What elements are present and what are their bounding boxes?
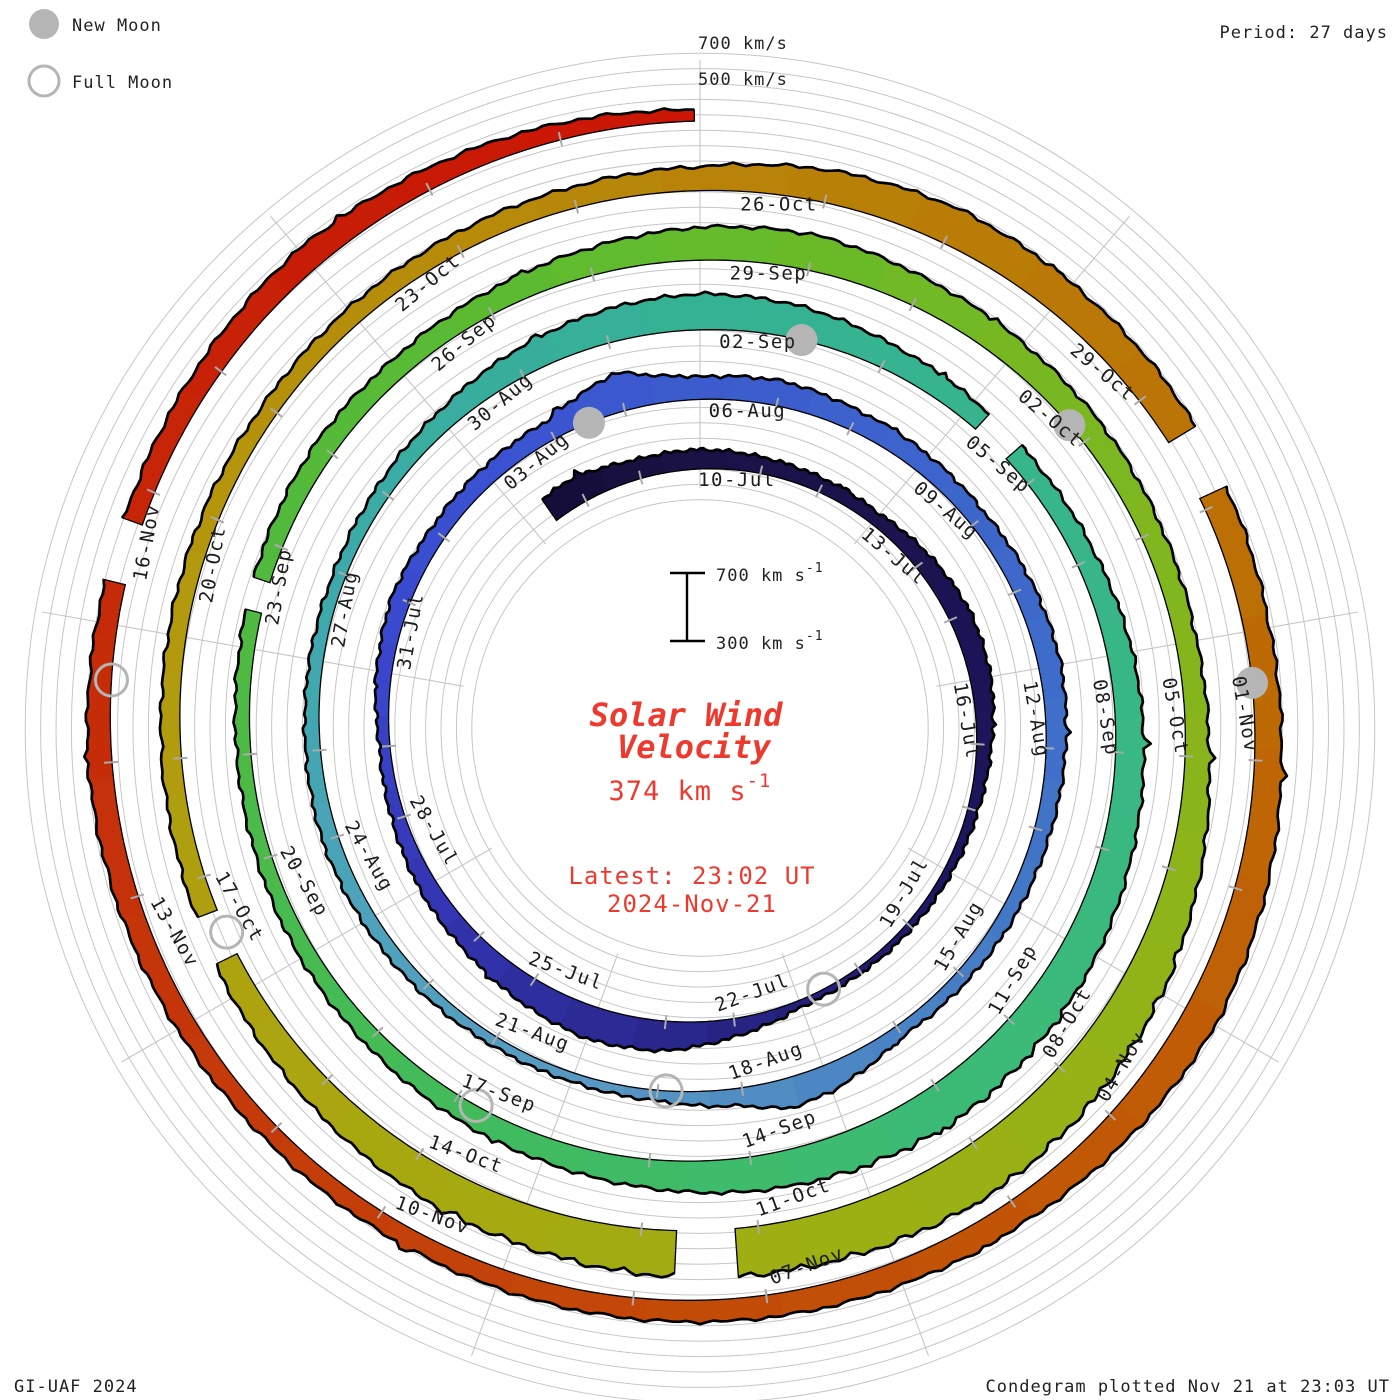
scale-bar-bottom-label: 300 km s-1: [716, 629, 824, 654]
date-label: 10-Jul: [698, 469, 776, 491]
center-annotation: Solar Wind Velocity 374 km s-1 Latest: 2…: [568, 696, 815, 918]
full-moon-icon: [27, 64, 61, 98]
new-moon-marker: [572, 406, 605, 439]
plotted-timestamp: Condegram plotted Nov 21 at 23:03 UT: [986, 1377, 1390, 1397]
moon-markers: [93, 324, 1269, 1124]
full-moon-label: Full Moon: [72, 73, 173, 93]
scale-bar-bottom-value: 300 km s: [716, 634, 806, 654]
full-moon-marker: [93, 662, 129, 698]
latest-date: 2024-Nov-21: [607, 890, 777, 918]
title-line2: Velocity: [617, 728, 772, 766]
latest-time: Latest: 23:02 UT: [568, 862, 815, 890]
date-label: 29-Sep: [730, 262, 808, 284]
current-value-number: 374 km s: [609, 776, 747, 807]
period-label: Period: 27 days: [1219, 23, 1388, 43]
full-moon-marker: [209, 914, 245, 950]
current-value-exp: -1: [747, 770, 772, 792]
new-moon-marker: [785, 324, 818, 357]
scale-bar-top-label: 700 km s-1: [716, 561, 824, 586]
spiral-bands: [82, 107, 1289, 1326]
day-ticks: [103, 131, 1263, 1306]
current-value: 374 km s-1: [609, 770, 772, 807]
ring-label-500: 500 km/s: [698, 70, 788, 90]
moon-legend: New Moon Full Moon: [27, 9, 173, 98]
date-label: 17-Oct: [210, 868, 268, 946]
scale-bar-top-exp: -1: [806, 561, 824, 576]
date-label: 26-Oct: [740, 194, 818, 216]
new-moon-icon: [29, 9, 59, 39]
date-label: 06-Aug: [709, 400, 787, 422]
full-moon-marker: [806, 971, 842, 1007]
scale-bar-bottom-exp: -1: [806, 629, 824, 644]
new-moon-marker: [1236, 666, 1269, 699]
scale-bar-top-value: 700 km s: [716, 566, 806, 586]
new-moon-label: New Moon: [72, 16, 162, 36]
new-moon-marker: [1053, 409, 1086, 442]
date-label: 02-Sep: [719, 331, 797, 353]
full-moon-marker: [648, 1073, 684, 1109]
ring-label-700: 700 km/s: [698, 34, 788, 54]
credit-label: GI-UAF 2024: [14, 1377, 138, 1397]
full-moon-marker: [458, 1088, 494, 1124]
velocity-scale-bar: [670, 571, 705, 643]
title-line1: Solar Wind: [590, 696, 783, 734]
